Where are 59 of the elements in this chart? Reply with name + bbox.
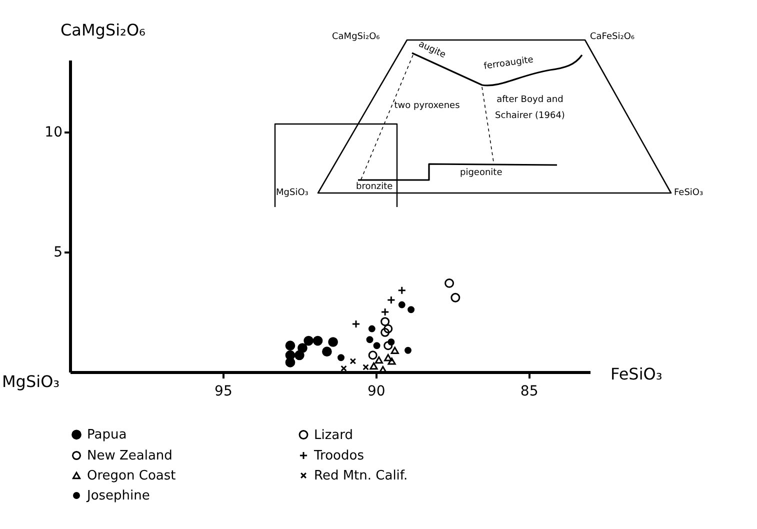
- point: [322, 346, 332, 357]
- point: [338, 354, 344, 362]
- point: [374, 356, 383, 364]
- point: [380, 308, 390, 316]
- point: [350, 358, 356, 364]
- annotation: two pyroxenes: [393, 100, 461, 113]
- point: [398, 286, 406, 295]
- point: [352, 320, 360, 328]
- legend-label: Oregon Coast: [87, 468, 176, 484]
- point: [380, 328, 390, 337]
- x-tick-label: 85: [520, 384, 538, 400]
- annotation: after Boyd and Schairer (1964): [494, 94, 566, 123]
- point: [285, 340, 296, 351]
- point: [390, 346, 399, 354]
- x-tick-label: 90: [367, 384, 386, 400]
- point: [294, 350, 304, 360]
- point: [386, 296, 396, 304]
- point: [408, 306, 415, 314]
- point: [450, 292, 460, 302]
- annotation: ferroaugite: [483, 55, 534, 72]
- point: [384, 324, 393, 334]
- y-axis-title: CaMgSi₂O₆: [60, 20, 146, 40]
- point: [373, 342, 380, 350]
- legend-label: Red Mtn. Calif.: [314, 468, 408, 484]
- point: [298, 343, 308, 353]
- legend-label: New Zealand: [87, 448, 172, 464]
- annotation: bronzite: [356, 182, 393, 192]
- legend-label: Josephine: [86, 488, 150, 504]
- point: [368, 325, 376, 332]
- point: [362, 364, 369, 370]
- point: [340, 365, 347, 372]
- point: [312, 336, 323, 346]
- point: [328, 337, 338, 347]
- text: CaMgSi₂O₆: [332, 32, 380, 42]
- text: MgSiO₃: [2, 372, 60, 391]
- annotation: pigeonite: [460, 168, 502, 178]
- y-tick-label: 5: [54, 244, 62, 260]
- y-tick-label: 10: [44, 124, 62, 140]
- point: [366, 336, 374, 344]
- point: [285, 357, 296, 368]
- point: [384, 341, 393, 350]
- text: FeSiO₃: [674, 188, 704, 198]
- point: [444, 278, 454, 288]
- annotation: MgSiO₃: [276, 188, 308, 198]
- point: [398, 301, 406, 308]
- point: [388, 338, 395, 346]
- legend-label: Lizard: [314, 428, 354, 443]
- x-axis-title: FeSiO₃: [610, 364, 662, 384]
- point: [388, 358, 396, 365]
- point: [384, 354, 392, 362]
- legend-label: Papua: [87, 428, 127, 443]
- text: CaFeSi₂O₆: [590, 32, 635, 42]
- legend-label: Troodos: [313, 448, 364, 464]
- point: [368, 350, 378, 360]
- point: [370, 362, 378, 370]
- point: [304, 336, 314, 346]
- point: [380, 317, 390, 326]
- point: [404, 346, 412, 354]
- x-tick-label: 95: [214, 384, 232, 400]
